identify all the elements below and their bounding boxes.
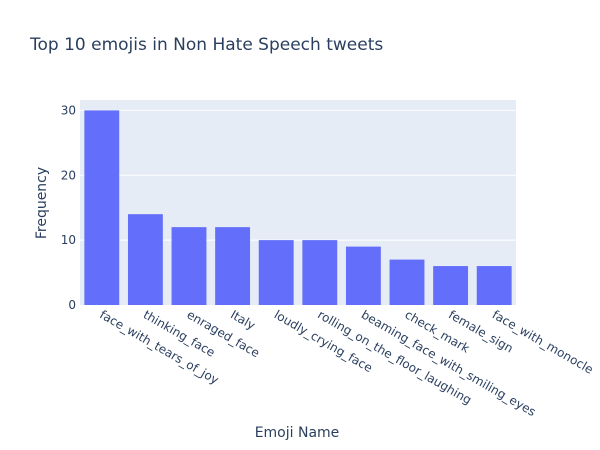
bar-rolling_on_the_floor_laughing[interactable]: [302, 240, 338, 305]
bar-loudly_crying_face[interactable]: [258, 240, 294, 305]
bar-beaming_face_with_smiling_eyes[interactable]: [345, 246, 381, 305]
y-tick-label: 10: [61, 233, 76, 247]
y-tick-labels: 0 10 20 30: [61, 103, 76, 312]
y-tick-label: 0: [68, 298, 76, 312]
bar-female_sign[interactable]: [433, 266, 469, 305]
chart-title: Top 10 emojis in Non Hate Speech tweets: [29, 35, 383, 55]
x-axis-title: Emoji Name: [255, 425, 340, 441]
bars: [84, 110, 512, 305]
x-tick-label: Italy: [228, 307, 258, 332]
x-tick-labels: face_with_tears_of_joythinking_faceenrag…: [97, 307, 595, 419]
y-tick-label: 20: [61, 168, 76, 182]
bar-thinking_face[interactable]: [127, 214, 163, 305]
bar-face_with_monocle[interactable]: [476, 266, 512, 305]
bar-enraged_face[interactable]: [171, 227, 207, 305]
y-axis-title: Frequency: [34, 167, 50, 239]
bar-Italy[interactable]: [215, 227, 251, 305]
bar-face_with_tears_of_joy[interactable]: [84, 110, 120, 305]
bar-check_mark[interactable]: [389, 259, 425, 305]
y-tick-label: 30: [61, 103, 76, 117]
